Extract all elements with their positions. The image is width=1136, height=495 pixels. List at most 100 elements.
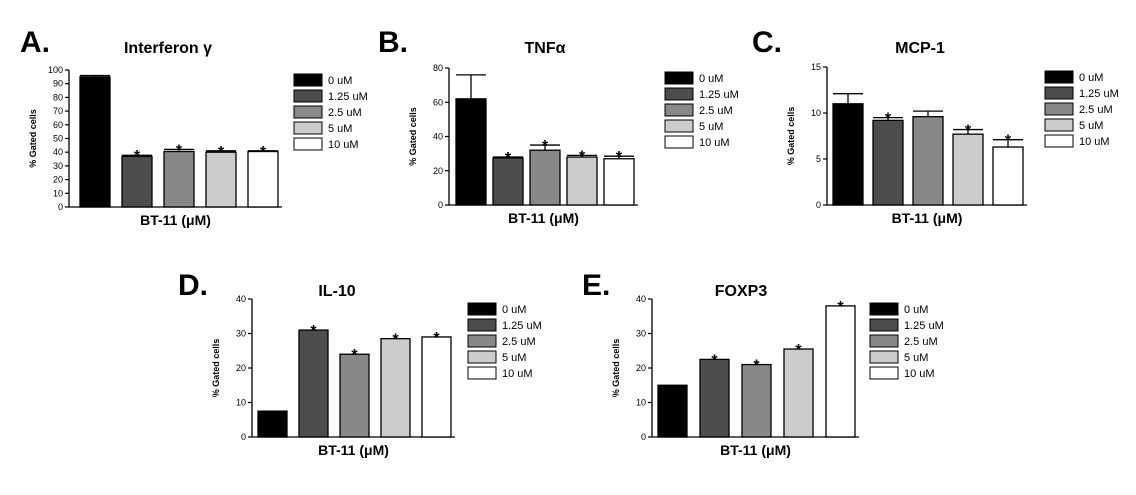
panel-letter: D. [178,269,208,302]
legend-swatch [467,318,497,332]
legend-swatch [467,350,497,364]
legend-entry: 5 uM [328,123,352,135]
legend-swatch [869,350,899,364]
bar-3 [741,363,772,438]
y-tick-label: 10 [811,108,821,118]
y-tick-label: 40 [236,294,246,304]
legend: 0 uM 1.25 uM 2.5 uM 5 uM 10 uM [293,73,368,151]
legend-entry: 1.25 uM [699,89,739,101]
legend-entry: 5 uM [502,352,526,364]
significance-star: * [837,299,844,316]
legend-entry: 0 uM [328,75,352,87]
significance-star: * [711,352,718,369]
significance-star: * [1005,133,1012,150]
bar-1 [657,384,688,438]
bar-2 [121,155,153,208]
y-tick-label: 90 [53,79,63,89]
bar-3 [912,116,944,206]
significance-star: * [579,148,586,165]
significance-star: * [542,138,549,155]
legend: 0 uM 1.25 uM 2.5 uM 5 uM 10 uM [1044,70,1119,148]
bar-4 [566,156,598,206]
y-tick-label: 40 [433,132,443,142]
significance-star: * [392,332,399,349]
legend-swatch [1044,70,1074,84]
bar-5 [603,158,635,206]
bar-2 [298,329,329,438]
bar-3 [529,149,561,206]
y-tick-label: 10 [53,188,63,198]
legend-swatch [293,105,323,119]
legend: 0 uM 1.25 uM 2.5 uM 5 uM 10 uM [664,71,739,149]
y-tick-label: 40 [636,294,646,304]
legend-entry: 10 uM [1079,136,1110,148]
bar-5 [825,305,856,438]
bar-1 [832,103,864,206]
legend-entry: 1.25 uM [502,320,542,332]
legend-entry: 10 uM [904,368,935,380]
legend-swatch [293,73,323,87]
legend-entry: 1.25 uM [904,320,944,332]
y-tick-label: 60 [433,97,443,107]
legend-entry: 0 uM [904,304,928,316]
bar-3 [163,150,195,208]
significance-star: * [351,347,358,364]
bar-2 [492,157,524,206]
y-tick-label: 0 [58,202,63,212]
legend-entry: 2.5 uM [328,107,362,119]
legend-entry: 5 uM [1079,120,1103,132]
panel-letter: E. [582,269,610,302]
y-tick-label: 100 [48,65,63,75]
significance-star: * [616,149,623,166]
x-axis-label: BT-11 (μM) [318,442,389,458]
legend-entry: 10 uM [699,137,730,149]
y-tick-label: 30 [236,329,246,339]
legend-entry: 10 uM [328,139,359,151]
y-tick-label: 0 [816,200,821,210]
legend-entry: 2.5 uM [1079,104,1113,116]
panel-title: IL-10 [318,283,355,300]
panel-b: B. TNFα 0 20 40 60 80 % Gated cells BT-11 (μM) * *… [378,26,739,226]
y-tick-label: 20 [53,175,63,185]
legend-swatch [664,71,694,85]
legend-swatch [869,318,899,332]
bar-5 [421,336,452,438]
y-tick-label: 5 [816,154,821,164]
bar-4 [205,151,237,208]
y-tick-label: 80 [433,63,443,73]
legend-entry: 2.5 uM [699,105,733,117]
bar-2 [699,358,730,438]
y-tick-label: 10 [636,398,646,408]
significance-star: * [433,330,440,347]
bar-1 [257,410,288,438]
significance-star: * [965,123,972,140]
significance-star: * [218,144,225,161]
bar-5 [992,146,1024,206]
y-tick-label: 40 [53,147,63,157]
y-tick-label: 70 [53,106,63,116]
y-axis-label: % Gated cells [611,339,621,398]
legend-entry: 10 uM [502,368,533,380]
legend-swatch [293,137,323,151]
y-axis-label: % Gated cells [786,107,796,166]
y-tick-label: 0 [641,432,646,442]
panel-c: C. MCP-1 0 5 10 15 % Gated cells BT-11 (μM) * * * 0… [752,26,1119,226]
y-tick-label: 20 [433,166,443,176]
y-tick-label: 80 [53,92,63,102]
y-tick-label: 30 [53,161,63,171]
y-tick-label: 30 [636,329,646,339]
legend-entry: 1.25 uM [328,91,368,103]
y-tick-label: 20 [636,363,646,373]
y-axis-label: % Gated cells [211,339,221,398]
panel-letter: A. [20,26,50,59]
bar-3 [339,353,370,438]
legend-entry: 0 uM [1079,72,1103,84]
legend-swatch [1044,134,1074,148]
legend-swatch [664,103,694,117]
legend-entry: 5 uM [904,352,928,364]
bar-4 [783,348,814,438]
significance-star: * [885,111,892,128]
legend-entry: 1.25 uM [1079,88,1119,100]
legend-entry: 0 uM [699,73,723,85]
